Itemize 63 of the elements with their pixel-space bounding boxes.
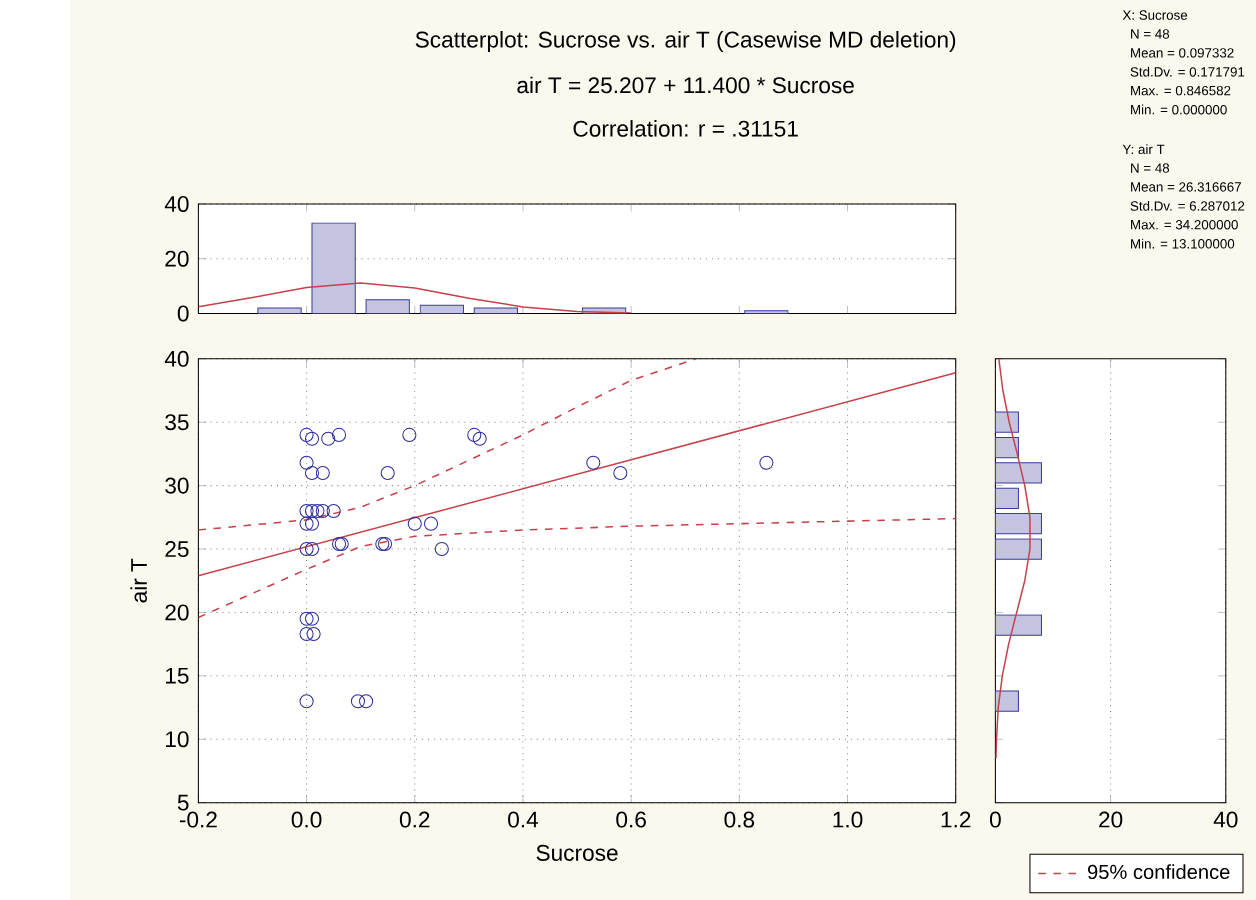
x-tick-label: 1.0 <box>833 811 863 828</box>
point <box>423 516 439 531</box>
x-tick-label: 0.4 <box>508 811 539 828</box>
y-tick-label: 5 <box>177 794 189 811</box>
x-tick-label: 40 <box>1213 811 1238 828</box>
point <box>310 503 325 518</box>
y-tick-label: 20 <box>165 250 189 267</box>
point <box>326 503 341 518</box>
y-tick-label: 20 <box>165 603 189 621</box>
text: Correlation: r = .31151 <box>573 119 798 137</box>
point <box>304 541 320 556</box>
point <box>331 427 347 442</box>
point <box>321 431 336 446</box>
point <box>304 516 320 531</box>
legend-label: 95% confidence <box>1088 863 1230 879</box>
point <box>306 626 321 641</box>
point <box>304 431 320 446</box>
point <box>380 465 395 480</box>
y-tick-label: 25 <box>165 540 189 557</box>
point <box>299 455 314 470</box>
x-tick-label: 20 <box>1099 811 1123 828</box>
point <box>299 516 314 531</box>
point <box>407 516 422 531</box>
point <box>299 611 314 626</box>
point <box>315 503 330 518</box>
chart-title: Scatterplot: Sucrose vs. air T (Casewise MD deletion) <box>415 30 956 52</box>
point <box>299 693 314 708</box>
chart-subtitle: air T = 25.207 + 11.400 * Sucrose <box>517 76 854 93</box>
point <box>613 465 628 480</box>
point <box>467 427 482 442</box>
x-tick-label: 0 <box>989 811 1001 828</box>
x-tick-label: 0.2 <box>399 811 430 828</box>
x-tick-label: 1.2 <box>941 811 971 827</box>
point <box>299 427 314 442</box>
line-series <box>198 517 956 618</box>
x-tick-label: 0.6 <box>616 811 646 828</box>
point <box>359 693 374 708</box>
y-tick-label: 30 <box>165 477 189 494</box>
y-axis-title: air T <box>130 558 148 603</box>
point <box>304 611 320 626</box>
point <box>299 503 314 518</box>
x-axis-title: Sucrose <box>536 844 618 861</box>
point <box>350 693 366 708</box>
point <box>402 427 417 442</box>
point <box>299 626 314 641</box>
y-tick-label: 10 <box>166 730 189 747</box>
y-tick-label: 40 <box>164 195 189 212</box>
point <box>304 503 320 518</box>
point <box>472 431 487 446</box>
y-tick-label: 0 <box>177 305 189 322</box>
point <box>759 455 774 470</box>
x-tick-label: -0.2 <box>179 811 217 828</box>
y-tick-label: 35 <box>165 413 189 430</box>
line-series <box>198 281 632 314</box>
point <box>304 465 320 480</box>
x-tick-label: 0.0 <box>291 811 322 828</box>
point <box>434 541 449 556</box>
y-tick-label: 15 <box>166 667 189 684</box>
point <box>586 455 601 470</box>
point <box>315 465 330 480</box>
y-tick-label: 40 <box>164 350 189 367</box>
point <box>299 541 314 556</box>
x-tick-label: 0.8 <box>724 811 755 828</box>
